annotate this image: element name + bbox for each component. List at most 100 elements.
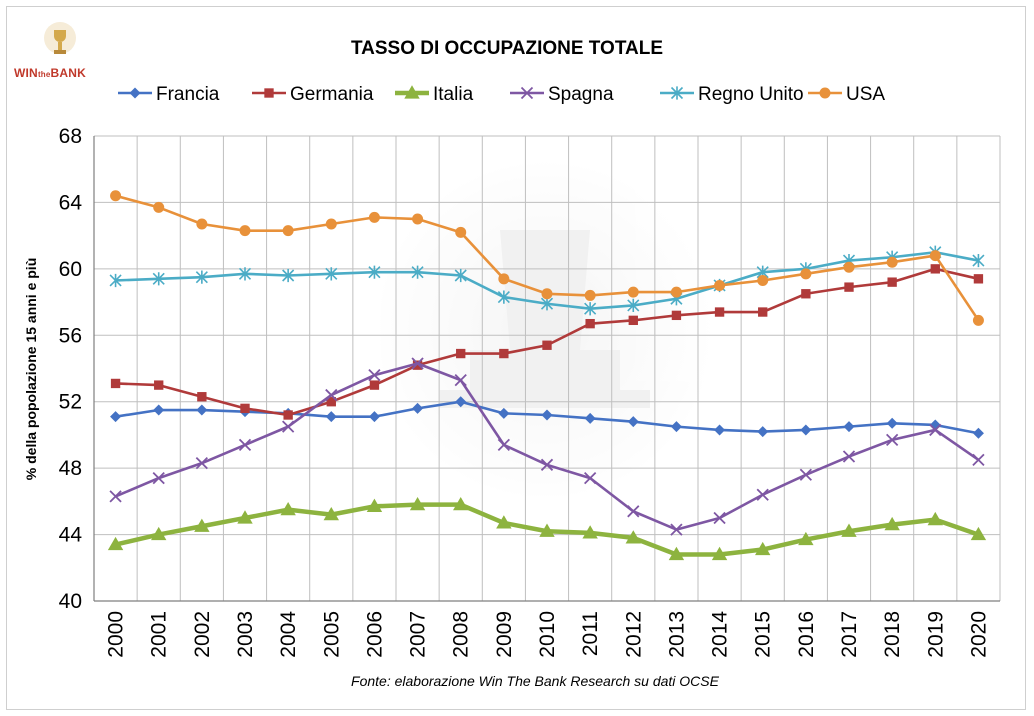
legend-marker <box>670 86 684 100</box>
data-point-usa <box>325 218 337 230</box>
x-tick-label: 2012 <box>622 611 645 658</box>
x-axis-ticks: 2000 2001 2002 2003 2004 2005 2006 2007 2008 2009… <box>105 611 991 658</box>
data-point-germania <box>369 380 380 390</box>
x-tick-label: 2009 <box>493 611 516 658</box>
data-point-italia <box>711 546 728 561</box>
legend-label: USA <box>846 84 885 105</box>
x-tick-label: 2011 <box>579 611 602 656</box>
data-point-italia <box>237 510 253 524</box>
data-point-regno-unito <box>540 297 554 311</box>
series-regno-unito <box>109 245 985 316</box>
data-point-spagna <box>670 523 683 536</box>
data-point-spagna <box>799 468 812 481</box>
data-point-usa <box>627 286 639 298</box>
data-point-regno-unito <box>109 273 122 288</box>
legend-label: Germania <box>290 84 374 105</box>
data-point-italia <box>625 530 641 544</box>
data-point-spagna <box>627 505 640 518</box>
data-point-francia <box>498 407 510 419</box>
data-point-spagna <box>713 511 726 525</box>
data-point-spagna <box>368 369 381 382</box>
series-lines <box>107 190 987 561</box>
data-point-spagna <box>454 373 467 387</box>
y-axis-ticks: 40 44 48 52 56 60 64 68 <box>59 125 83 613</box>
data-point-regno-unito <box>195 270 208 284</box>
data-point-spagna <box>886 433 899 447</box>
legend-marker <box>819 87 831 99</box>
x-tick-label: 2008 <box>450 611 473 658</box>
data-point-regno-unito <box>454 268 467 283</box>
source-note: Fonte: elaborazione Win The Bank Researc… <box>351 673 720 689</box>
data-point-germania <box>154 380 164 390</box>
x-tick-label: 2018 <box>881 611 904 658</box>
legend-item-usa: USA <box>808 84 885 105</box>
data-point-usa <box>110 190 122 202</box>
data-point-regno-unito <box>238 267 252 281</box>
data-point-usa <box>541 288 553 300</box>
data-point-usa <box>972 314 984 326</box>
brand-wordmark: WINtheBANK <box>14 66 86 80</box>
data-point-italia <box>453 496 469 511</box>
legend-item-germania: Germania <box>252 84 374 105</box>
data-point-spagna <box>282 420 295 433</box>
data-point-italia <box>970 526 987 541</box>
data-point-germania <box>499 348 509 359</box>
data-point-spagna <box>929 423 942 437</box>
y-tick-label: 52 <box>59 391 82 414</box>
data-point-germania <box>240 403 250 414</box>
watermark <box>375 160 715 500</box>
data-point-regno-unito <box>972 253 985 268</box>
x-tick-label: 2006 <box>363 611 386 658</box>
x-tick-label: 2019 <box>924 611 947 658</box>
brand-prefix: WIN <box>14 66 38 80</box>
data-point-spagna <box>756 488 769 501</box>
data-point-spagna <box>584 471 597 485</box>
data-point-italia <box>151 526 167 541</box>
data-point-germania <box>671 310 682 321</box>
x-tick-label: 2000 <box>105 611 128 658</box>
data-point-italia <box>884 516 900 531</box>
data-point-italia <box>668 546 685 561</box>
y-tick-label: 68 <box>59 125 82 148</box>
legend-item-regno-unito: Regno Unito <box>660 84 804 105</box>
data-point-spagna <box>109 490 122 503</box>
data-point-spagna <box>497 438 510 452</box>
data-point-italia <box>107 536 124 551</box>
legend-marker <box>264 88 274 98</box>
legend-label: Francia <box>156 84 220 105</box>
data-point-italia <box>582 525 598 539</box>
data-point-germania <box>887 277 897 287</box>
data-point-germania <box>973 274 984 284</box>
data-point-francia <box>843 421 855 433</box>
data-point-usa <box>455 226 467 238</box>
data-point-usa <box>153 201 165 213</box>
x-tick-label: 2001 <box>148 611 171 658</box>
data-point-francia <box>886 417 898 429</box>
data-point-italia <box>927 511 943 526</box>
data-point-francia <box>800 424 812 436</box>
data-point-spagna <box>325 388 338 402</box>
data-point-francia <box>541 409 553 421</box>
brand-logo: WINtheBANK <box>14 20 114 82</box>
trophy-icon <box>44 22 76 54</box>
x-tick-label: 2010 <box>536 611 559 658</box>
data-point-francia <box>153 404 165 416</box>
data-point-spagna <box>972 453 985 466</box>
series-usa <box>110 190 984 326</box>
data-point-spagna <box>238 438 252 452</box>
data-point-regno-unito <box>411 265 424 279</box>
series-francia <box>110 396 984 439</box>
data-point-usa <box>282 225 294 237</box>
data-point-regno-unito <box>325 267 338 281</box>
data-point-germania <box>844 282 854 292</box>
chart-title: TASSO DI OCCUPAZIONE TOTALE <box>351 38 663 59</box>
data-point-italia <box>366 498 383 512</box>
data-point-francia <box>972 427 984 439</box>
data-point-germania <box>801 289 811 299</box>
y-tick-label: 48 <box>59 457 82 480</box>
data-point-italia <box>496 515 512 529</box>
x-tick-label: 2017 <box>838 611 861 658</box>
data-point-usa <box>196 218 208 230</box>
x-tick-label: 2016 <box>795 611 818 658</box>
